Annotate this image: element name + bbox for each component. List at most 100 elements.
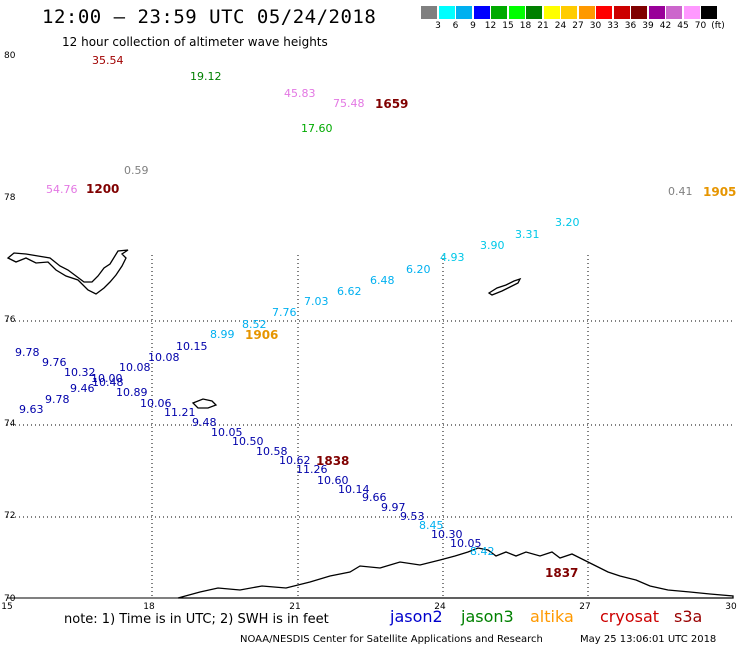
colorbar-swatch xyxy=(491,6,507,19)
map-title: 12:00 — 23:59 UTC 05/24/2018 xyxy=(42,6,377,28)
bjornoya-coastline xyxy=(191,398,218,409)
wave-height-label: 10.05 xyxy=(450,537,482,550)
wave-height-label: 10.14 xyxy=(338,483,370,496)
lon-tick-label: 30 xyxy=(725,602,737,612)
wave-height-label: 6.62 xyxy=(337,285,362,298)
colorbar-label: (ft) xyxy=(711,21,725,31)
colorbar-swatch xyxy=(421,6,437,19)
lon-tick-label: 21 xyxy=(289,602,300,612)
wave-height-label: 9.53 xyxy=(400,510,425,523)
wave-height-label: 10.06 xyxy=(140,397,172,410)
colorbar-swatch xyxy=(456,6,472,19)
wave-height-label: 10.08 xyxy=(119,361,151,374)
colorbar-label: 42 xyxy=(659,21,672,31)
wave-height-label: 7.76 xyxy=(272,306,297,319)
wave-height-label: 9.66 xyxy=(362,491,387,504)
colorbar-label: 39 xyxy=(642,21,654,31)
lat-tick-label: 70 xyxy=(4,594,16,604)
pass-time-label: 1838 xyxy=(316,454,349,468)
colorbar-swatch xyxy=(543,6,560,19)
colorbar-label: 36 xyxy=(624,21,637,31)
wave-height-label: 54.76 xyxy=(46,183,78,196)
wave-height-label: 10.08 xyxy=(148,351,180,364)
wave-height-label: 9.48 xyxy=(192,416,217,429)
wave-height-label: 9.78 xyxy=(45,393,70,406)
colorbar-swatch xyxy=(578,6,595,19)
colorbar-swatch xyxy=(508,6,525,19)
wave-height-label: 11.26 xyxy=(296,463,328,476)
colorbar-label: 9 xyxy=(470,21,476,31)
wave-height-label: 17.60 xyxy=(301,122,333,135)
colorbar-swatch xyxy=(561,6,577,19)
lat-tick-label: 72 xyxy=(4,511,15,521)
colorbar-label: 18 xyxy=(519,21,532,31)
wave-height-label: 45.83 xyxy=(284,87,316,100)
lat-tick-label: 80 xyxy=(4,51,16,61)
colorbar-swatch xyxy=(701,6,717,19)
wave-height-label: 10.58 xyxy=(256,445,288,458)
wave-height-label: 10.50 xyxy=(232,435,264,448)
wave-height-label: 3.31 xyxy=(515,228,540,241)
wave-height-label: 0.59 xyxy=(124,164,149,177)
colorbar-label: 33 xyxy=(607,21,619,31)
pass-time-label: 1837 xyxy=(545,566,578,580)
map-notes: note: 1) Time is in UTC; 2) SWH is in fe… xyxy=(64,612,329,627)
svalbard-coastline xyxy=(6,249,129,295)
colorbar-label: 45 xyxy=(677,21,689,31)
colorbar-swatch xyxy=(473,6,490,19)
wave-height-label: 10.05 xyxy=(211,426,243,439)
lon-tick-label: 24 xyxy=(434,602,446,612)
wave-height-label: 3.20 xyxy=(555,216,580,229)
colorbar-swatch xyxy=(631,6,647,19)
wave-height-label: 9.46 xyxy=(70,382,95,395)
wave-height-label: 11.21 xyxy=(164,406,196,419)
wave-height-label: 75.48 xyxy=(333,97,365,110)
wave-height-label: 3.90 xyxy=(480,239,505,252)
generation-timestamp: May 25 13:06:01 UTC 2018 xyxy=(580,634,717,645)
pass-time-label: 1905 xyxy=(703,185,736,199)
colorbar-swatch xyxy=(666,6,682,19)
pass-time-label: 1659 xyxy=(375,97,408,111)
wave-height-label: 9.76 xyxy=(42,356,67,369)
wave-height-label: 10.48 xyxy=(92,376,124,389)
legend-satellite-jason3: jason3 xyxy=(461,607,514,626)
wave-height-label: 9.63 xyxy=(19,403,44,416)
wave-height-label: 4.93 xyxy=(440,251,465,264)
colorbar-swatch xyxy=(438,6,455,19)
lat-tick-label: 74 xyxy=(4,419,16,429)
pass-time-label: 1906 xyxy=(245,328,278,342)
lat-tick-label: 78 xyxy=(4,193,16,203)
wave-height-label: 6.20 xyxy=(406,263,431,276)
wave-height-label: 10.15 xyxy=(176,340,208,353)
wave-height-label: 9.78 xyxy=(15,346,40,359)
wave-height-label: 9.97 xyxy=(381,501,406,514)
wave-height-label: 10.32 xyxy=(64,366,96,379)
colorbar-label: 30 xyxy=(589,21,602,31)
colorbar-label: 3 xyxy=(435,21,441,31)
colorbar-label: 15 xyxy=(502,21,514,31)
legend-satellite-jason2: jason2 xyxy=(390,607,443,626)
colorbar-label: 70 xyxy=(694,21,707,31)
colorbar-swatch xyxy=(683,6,700,19)
wave-height-label: 10.00 xyxy=(91,372,123,385)
norway-coastline xyxy=(177,547,734,599)
wave-height-label: 8.42 xyxy=(470,545,495,558)
lon-tick-label: 15 xyxy=(1,602,12,612)
wave-height-label: 10.60 xyxy=(317,474,349,487)
colorbar-label: 21 xyxy=(537,21,549,31)
wave-height-label: 0.41 xyxy=(668,185,693,198)
lat-tick-label: 76 xyxy=(4,315,16,325)
wave-height-label: 8.52 xyxy=(242,318,267,331)
lon-tick-label: 27 xyxy=(579,602,590,612)
colorbar-label: 12 xyxy=(484,21,497,31)
kong-karls-land-coastline xyxy=(487,277,522,296)
map-subtitle: 12 hour collection of altimeter wave hei… xyxy=(62,35,328,49)
wave-height-label: 10.62 xyxy=(279,454,311,467)
wave-height-label: 10.89 xyxy=(116,386,148,399)
wave-height-label: 8.99 xyxy=(210,328,235,341)
lon-tick-label: 18 xyxy=(143,602,155,612)
credit-line: NOAA/NESDIS Center for Satellite Applica… xyxy=(240,634,543,645)
colorbar-swatch xyxy=(648,6,665,19)
legend-satellite-s3a: s3a xyxy=(674,607,703,626)
legend-satellite-cryosat: cryosat xyxy=(600,607,660,626)
